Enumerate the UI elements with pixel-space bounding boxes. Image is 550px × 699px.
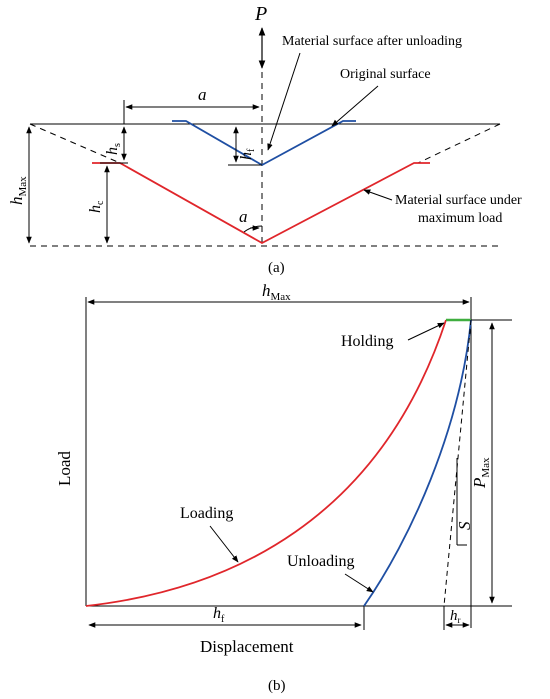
load-label: P bbox=[254, 3, 267, 25]
dim-a-label: a bbox=[198, 85, 207, 104]
panel-b: hMax S PMax hf hr Holding Loading bbox=[55, 281, 512, 694]
surface-after-unloading-curve bbox=[172, 120, 356, 167]
dim-hc-label: hc bbox=[87, 200, 106, 213]
dim-hr-label: hr bbox=[450, 608, 461, 625]
dim-hf-label: hf bbox=[238, 148, 257, 160]
unloading-curve bbox=[363, 319, 472, 607]
dim-hs-label: hs bbox=[104, 143, 123, 155]
loading-label: Loading bbox=[180, 505, 233, 522]
caption-b: (b) bbox=[268, 678, 286, 694]
load-axis-label: Load bbox=[55, 451, 74, 486]
displacement-axis-label: Displacement bbox=[200, 637, 294, 656]
holding-label: Holding bbox=[341, 333, 393, 350]
dim-hmax-b-label: hMax bbox=[262, 281, 291, 303]
dim-hmax-label: hMax bbox=[7, 176, 29, 205]
panel-a: P a hMax hs hc hf a Material surface aft… bbox=[7, 3, 522, 276]
pointer-surface-max-load bbox=[363, 189, 393, 201]
label-surface-max-load-1: Material surface under bbox=[395, 193, 522, 208]
dim-pmax-label: PMax bbox=[470, 457, 492, 489]
label-original-surface: Original surface bbox=[340, 67, 431, 82]
stiffness-label: S bbox=[455, 521, 474, 530]
pointer-original-surface bbox=[331, 85, 379, 127]
label-surface-after-unloading: Material surface after unloading bbox=[282, 34, 462, 49]
holding-pointer bbox=[407, 322, 445, 341]
unloading-label: Unloading bbox=[287, 553, 355, 570]
unloading-pointer bbox=[344, 573, 374, 593]
dim-hf-b-label: hf bbox=[213, 605, 225, 625]
label-surface-max-load-2: maximum load bbox=[418, 211, 502, 226]
stiffness-tangent bbox=[443, 319, 472, 607]
indenter-extension-right bbox=[417, 123, 501, 164]
pointer-surface-after-unloading bbox=[267, 52, 301, 151]
angle-label: a bbox=[239, 207, 248, 226]
surface-under-max-load bbox=[92, 162, 430, 245]
loading-pointer bbox=[209, 525, 239, 563]
angle-arc bbox=[243, 225, 263, 233]
caption-a: (a) bbox=[268, 260, 285, 276]
loading-curve bbox=[85, 319, 447, 607]
indenter-extension-left bbox=[29, 123, 121, 164]
